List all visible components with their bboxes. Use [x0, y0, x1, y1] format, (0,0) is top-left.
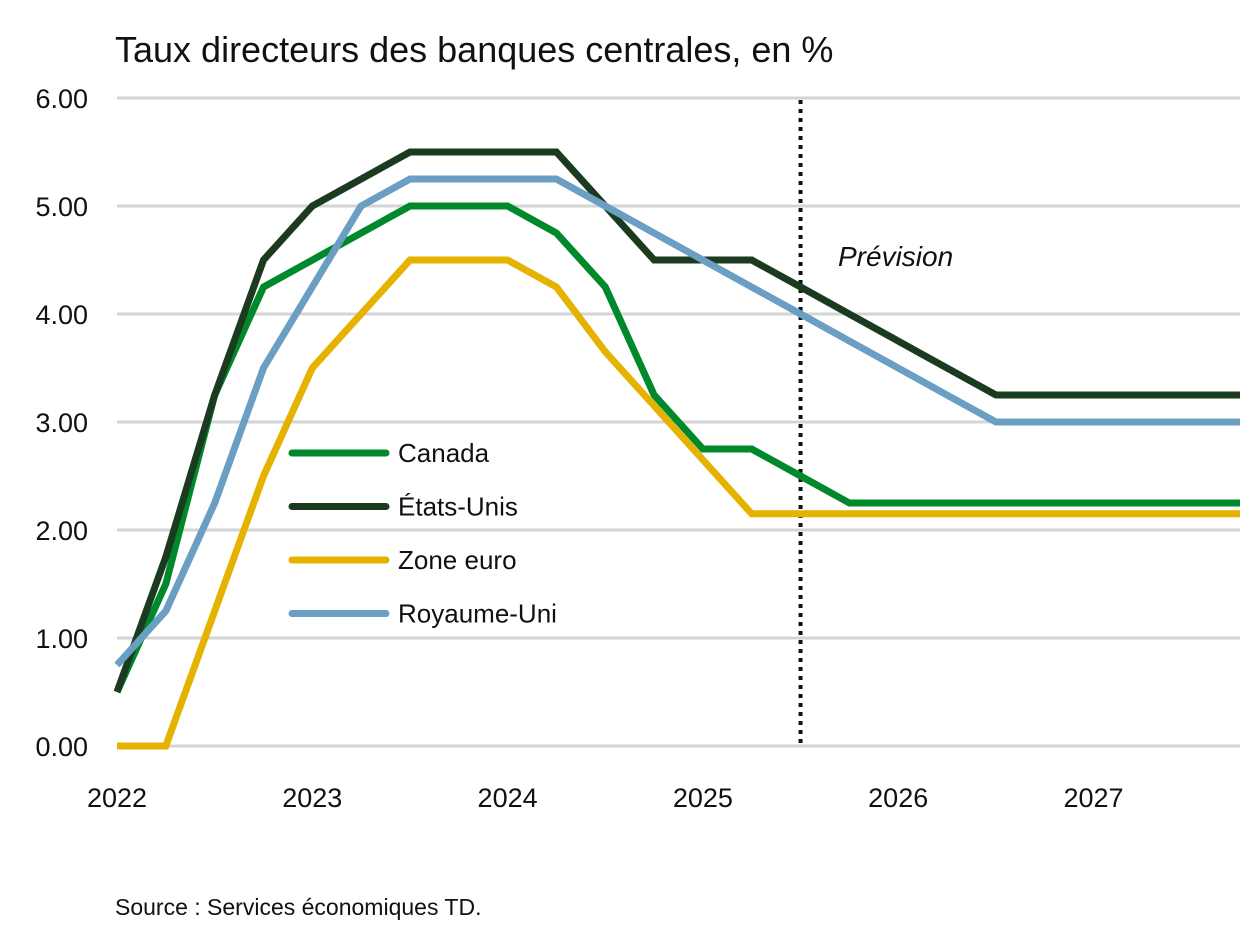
y-tick-label: 4.00: [35, 300, 88, 330]
series-line-2: [117, 256, 1240, 750]
y-tick-label: 5.00: [35, 192, 88, 222]
source-note: Source : Services économiques TD.: [115, 894, 481, 920]
x-tick-label: 2025: [673, 783, 733, 813]
legend-item: Royaume-Uni: [288, 599, 557, 629]
forecast-label: Prévision: [838, 241, 953, 272]
y-tick-label: 6.00: [35, 84, 88, 114]
y-tick-label: 0.00: [35, 732, 88, 762]
x-tick-label: 2023: [282, 783, 342, 813]
x-tick-label: 2022: [87, 783, 147, 813]
grid: [117, 96, 1240, 748]
legend-label: Canada: [398, 438, 490, 468]
x-tick-label: 2026: [868, 783, 928, 813]
series-line-1: [113, 148, 1240, 694]
series-line-3: [114, 175, 1240, 668]
y-tick-label: 1.00: [35, 624, 88, 654]
legend: Canada États-Unis Zone euro Royaume-Uni: [288, 438, 557, 629]
y-tick-label: 3.00: [35, 408, 88, 438]
y-axis: 0.00 1.00 2.00 3.00 4.00 5.00 6.00: [35, 84, 88, 762]
x-axis: 2022 2023 2024 2025 2026 2027: [87, 783, 1124, 813]
chart-title: Taux directeurs des banques centrales, e…: [115, 29, 833, 70]
legend-item: Canada: [288, 438, 490, 468]
legend-label: États-Unis: [398, 492, 518, 522]
x-tick-label: 2027: [1063, 783, 1123, 813]
legend-label: Royaume-Uni: [398, 599, 557, 629]
x-tick-label: 2024: [478, 783, 538, 813]
series-line-0: [113, 202, 1240, 694]
y-tick-label: 2.00: [35, 516, 88, 546]
legend-item: Zone euro: [288, 545, 517, 575]
legend-label: Zone euro: [398, 545, 517, 575]
series-lines: [113, 148, 1240, 750]
legend-item: États-Unis: [288, 492, 518, 522]
